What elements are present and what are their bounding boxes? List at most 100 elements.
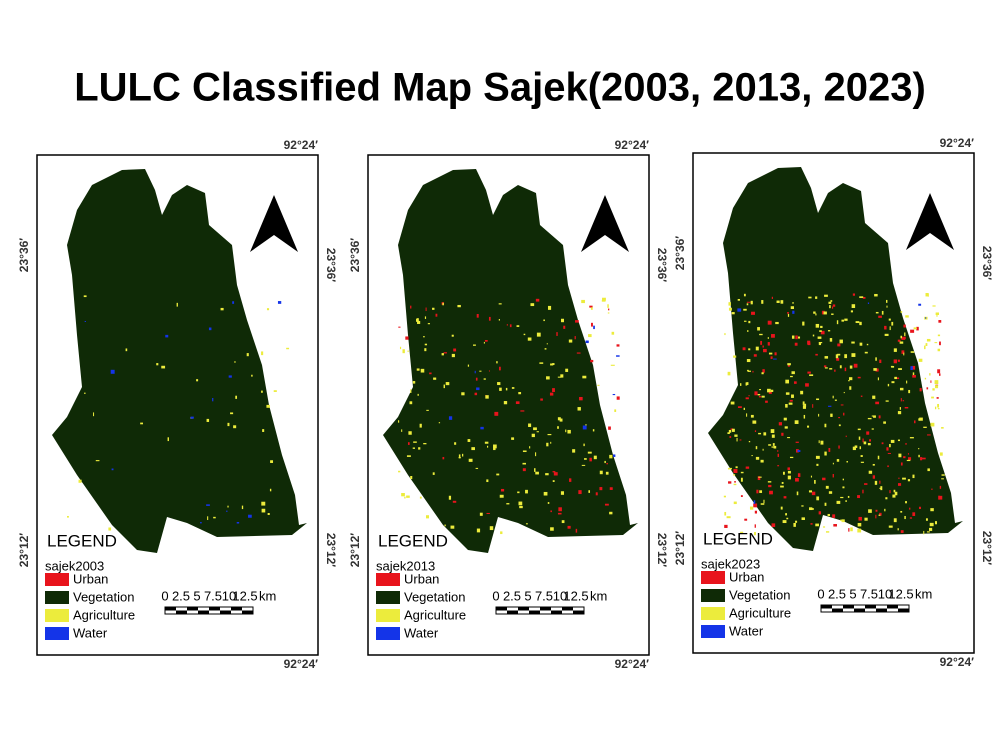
landcover-patch: [878, 514, 881, 516]
landcover-patch: [496, 473, 500, 476]
landcover-patch: [190, 416, 194, 419]
landcover-patch: [406, 455, 411, 457]
landcover-patch: [932, 305, 936, 307]
landcover-patch: [493, 444, 497, 449]
landcover-patch: [412, 447, 416, 449]
landcover-patch: [110, 369, 115, 374]
landcover-patch: [859, 321, 862, 326]
landcover-patch: [273, 390, 277, 392]
landcover-patch: [832, 304, 836, 307]
scale-bar-segment: [176, 610, 187, 614]
landcover-patch: [755, 346, 759, 351]
landcover-patch: [844, 354, 848, 359]
landcover-patch: [726, 516, 731, 519]
landcover-patch: [881, 442, 884, 445]
scale-bar-segment: [551, 610, 562, 614]
landcover-patch: [851, 341, 855, 344]
landcover-patch: [767, 320, 772, 325]
landcover-patch: [536, 332, 541, 337]
landcover-patch: [785, 392, 790, 395]
landcover-patch: [483, 341, 485, 344]
landcover-patch: [475, 467, 479, 469]
landcover-patch: [836, 320, 839, 325]
map-panel: 92°24′ 92°24′ 23°36′ 23°12′ 23°36′ 23°12′ LEGE…: [348, 138, 669, 671]
landcover-patch: [792, 310, 795, 314]
landcover-patch: [938, 495, 940, 500]
landcover-patch: [519, 505, 523, 509]
map-panel: 92°24′ 92°24′ 23°36′ 23°12′ 23°36′ 23°12′ LEGE…: [673, 136, 994, 669]
landcover-patch: [815, 323, 820, 328]
landcover-patch: [419, 423, 422, 428]
landcover-patch: [416, 368, 420, 371]
landcover-patch: [196, 379, 199, 382]
landcover-patch: [406, 495, 410, 498]
legend-title: LEGEND: [378, 531, 448, 550]
landcover-patch: [767, 337, 769, 339]
landcover-patch: [740, 495, 743, 497]
landcover-patch: [814, 479, 816, 484]
landcover-patch: [479, 512, 483, 516]
landcover-patch: [744, 320, 747, 322]
landcover-patch: [908, 389, 911, 394]
landcover-patch: [824, 356, 829, 359]
landcover-patch: [781, 481, 784, 484]
landcover-patch: [904, 515, 906, 520]
landcover-patch: [788, 402, 793, 405]
landcover-patch: [540, 398, 543, 401]
landcover-patch: [900, 510, 903, 513]
landcover-patch: [592, 429, 595, 432]
landcover-patch: [511, 437, 515, 440]
landcover-patch: [815, 353, 818, 356]
legend-label: Agriculture: [729, 605, 791, 620]
landcover-patch: [539, 362, 544, 364]
landcover-patch: [200, 521, 202, 524]
landcover-patch: [604, 503, 609, 506]
landcover-patch: [853, 363, 858, 368]
landcover-patch: [897, 411, 902, 415]
landcover-patch: [424, 343, 428, 346]
landcover-patch: [921, 457, 926, 460]
landcover-patch: [864, 517, 868, 521]
landcover-patch: [511, 387, 515, 389]
landcover-patch: [926, 531, 930, 533]
landcover-patch: [845, 500, 847, 502]
landcover-patch: [918, 454, 920, 458]
landcover-patch: [836, 459, 840, 462]
landcover-patch: [737, 308, 742, 312]
landcover-patch: [405, 336, 409, 340]
landcover-patch: [811, 491, 816, 496]
landcover-patch: [780, 485, 784, 488]
landcover-patch: [724, 524, 728, 528]
landcover-patch: [910, 366, 913, 371]
landcover-patch: [857, 528, 862, 533]
landcover-patch: [939, 341, 941, 346]
landcover-patch: [893, 489, 896, 493]
landcover-patch: [770, 429, 775, 434]
legend-label: Water: [729, 623, 764, 638]
landcover-patch: [937, 348, 941, 352]
landcover-patch: [759, 333, 763, 336]
landcover-patch: [84, 392, 86, 394]
legend-swatch: [45, 573, 69, 586]
landcover-patch: [830, 300, 833, 302]
landcover-patch: [398, 326, 401, 328]
landcover-patch: [916, 326, 919, 331]
landcover-patch: [793, 381, 797, 384]
landcover-patch: [782, 471, 785, 475]
landcover-patch: [161, 365, 166, 369]
landcover-patch: [435, 313, 438, 317]
landcover-patch: [875, 514, 877, 519]
landcover-patch: [811, 508, 814, 510]
landcover-patch: [536, 431, 539, 433]
landcover-patch: [802, 401, 805, 405]
landcover-patch: [866, 431, 870, 435]
landcover-patch: [810, 523, 813, 525]
landcover-patch: [770, 356, 773, 359]
landcover-patch: [936, 314, 938, 317]
landcover-patch: [828, 301, 832, 304]
landcover-patch: [868, 509, 872, 513]
legend-label: Urban: [729, 569, 764, 584]
landcover-patch: [744, 518, 748, 521]
legend-label: Water: [404, 625, 439, 640]
landcover-patch: [783, 417, 787, 421]
